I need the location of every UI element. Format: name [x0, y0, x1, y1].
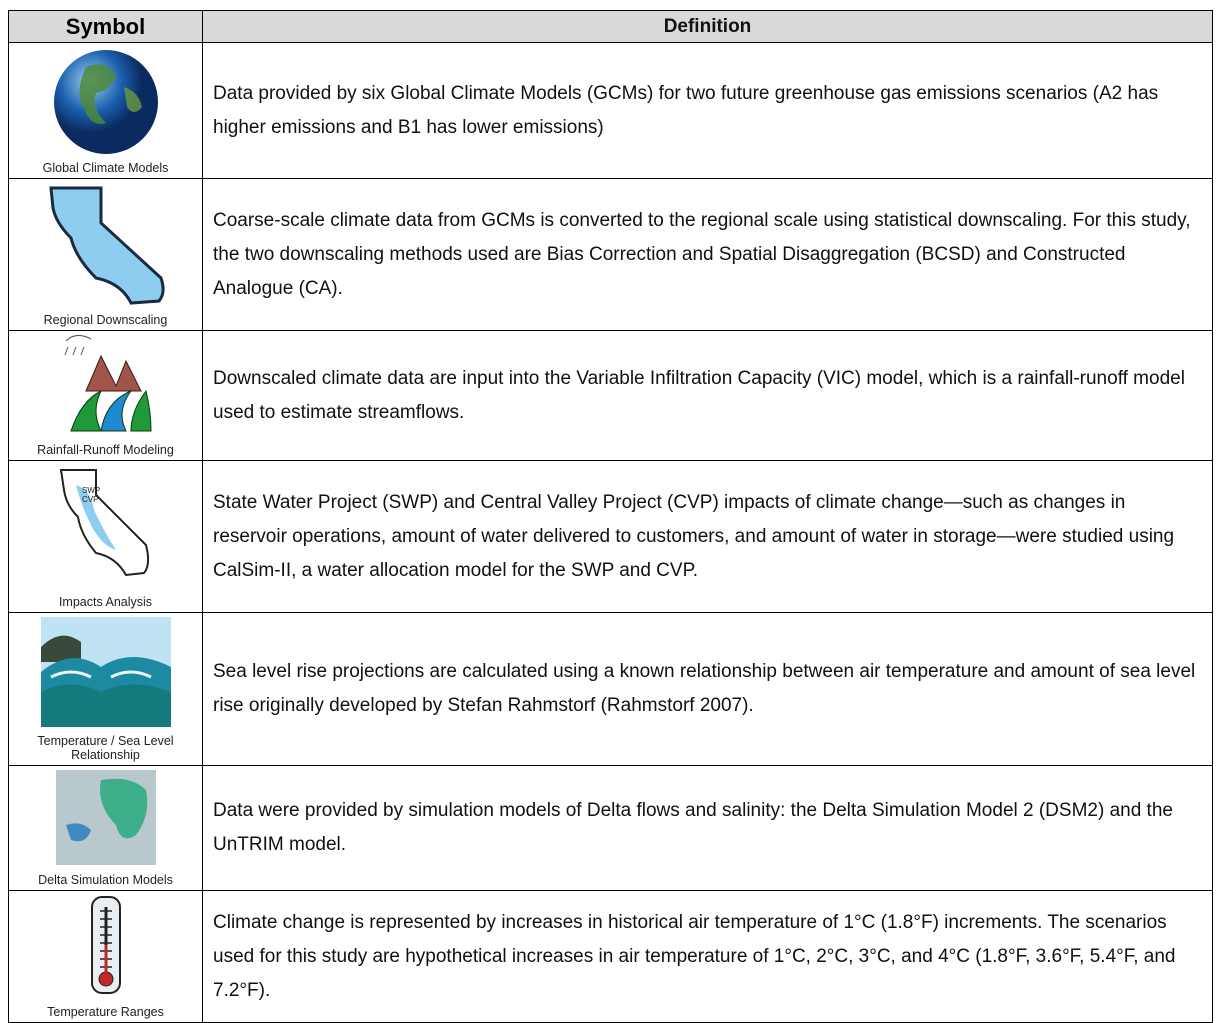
- symbol-cell: Rainfall-Runoff Modeling: [9, 331, 203, 460]
- icon-text: SWP: [82, 486, 100, 495]
- symbol-cell: SWP CVP Impacts Analysis: [9, 461, 203, 612]
- definition-cell: Downscaled climate data are input into t…: [203, 331, 1213, 460]
- definition-cell: Data were provided by simulation models …: [203, 766, 1213, 890]
- symbol-label: Rainfall-Runoff Modeling: [37, 443, 174, 457]
- table-row: Temperature Ranges Climate change is rep…: [9, 891, 1213, 1023]
- symbol-label: Delta Simulation Models: [38, 873, 173, 887]
- header-cell: Symbol: [9, 11, 203, 42]
- table-row: Regional Downscaling Coarse-scale climat…: [9, 179, 1213, 331]
- symbol-label: Temperature / Sea Level Relationship: [37, 734, 174, 762]
- impacts-icon: SWP CVP: [59, 469, 149, 577]
- definition-cell: Data provided by six Global Climate Mode…: [203, 43, 1213, 178]
- symbol-cell: Global Climate Models: [9, 43, 203, 178]
- runoff-icon: [64, 335, 152, 432]
- table: Symbol Definition Global Climate Models …: [8, 10, 1213, 1023]
- table-row: Rainfall-Runoff Modeling Downscaled clim…: [9, 331, 1213, 461]
- header-cell: Definition: [203, 11, 1213, 42]
- symbol-label: Temperature Ranges: [47, 1005, 164, 1019]
- delta-icon: [55, 770, 156, 865]
- symbol-cell: Regional Downscaling: [9, 179, 203, 330]
- sea-level-icon: [40, 617, 171, 727]
- table-row: Global Climate Models Data provided by s…: [9, 43, 1213, 179]
- icon-text: CVP: [82, 495, 98, 504]
- header-row: Symbol Definition: [9, 11, 1213, 43]
- symbol-cell: Temperature Ranges: [9, 891, 203, 1022]
- symbol-label: Impacts Analysis: [58, 595, 153, 609]
- table-row: SWP CVP Impacts Analysis State Water Pro…: [9, 461, 1213, 613]
- definition-cell: Climate change is represented by increas…: [203, 891, 1213, 1022]
- definition-cell: State Water Project (SWP) and Central Va…: [203, 461, 1213, 612]
- globe-icon: [53, 50, 158, 154]
- definition-cell: Coarse-scale climate data from GCMs is c…: [203, 179, 1213, 330]
- thermometer-icon: [90, 896, 121, 994]
- definition-cell: Sea level rise projections are calculate…: [203, 613, 1213, 765]
- symbol-cell: Temperature / Sea Level Relationship: [9, 613, 203, 765]
- symbol-cell: Delta Simulation Models: [9, 766, 203, 890]
- table-row: Delta Simulation Models Data were provid…: [9, 766, 1213, 891]
- symbol-label: Global Climate Models: [42, 161, 169, 175]
- symbol-label: Regional Downscaling: [43, 313, 168, 327]
- california-icon: [48, 186, 165, 305]
- table-row: Temperature / Sea Level Relationship Sea…: [9, 613, 1213, 766]
